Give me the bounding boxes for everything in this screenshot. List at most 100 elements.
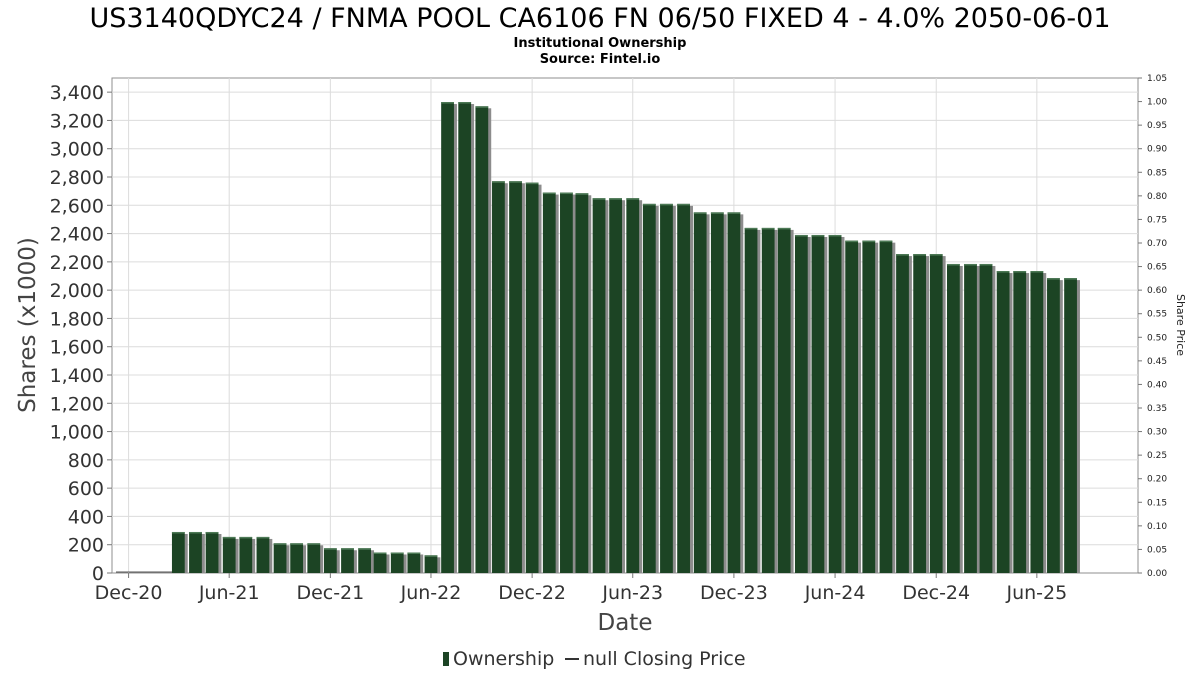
y-axis-label: Shares (x1000) [15,237,41,413]
ownership-bar [794,234,808,573]
y-axis-right: 0.00 0.05 0.10 0.15 0.20 0.25 0.30 0.35 0.40 0.45… [1138,74,1167,579]
y-tick-label: 1,000 [50,422,104,444]
y-tick-label: 2,800 [50,167,104,189]
ownership-bar [946,263,960,573]
ownership-bar [979,263,993,573]
bar-highlight [239,536,253,539]
bar-highlight [592,198,606,200]
x-tick-label: Jun-24 [804,582,866,604]
y2-tick-label: 0.65 [1147,263,1167,273]
y2-tick-label: 0.40 [1147,380,1167,390]
bar-highlight [441,102,454,104]
bar-highlight [390,552,404,554]
ownership-bar [845,240,859,573]
ownership-bar [323,548,337,573]
x-tick-label: Dec-23 [700,582,768,604]
y2-tick-label: 0.85 [1147,168,1167,178]
chart-subtitle: Institutional Ownership [514,36,687,51]
bar-highlight [693,212,707,214]
legend-item-ownership: Ownership [453,648,554,670]
y2-tick-label: 0.15 [1147,498,1167,508]
y2-tick-label: 0.60 [1147,286,1167,296]
ownership-bar [390,552,404,573]
bar-highlight [862,240,876,243]
ownership-bar [475,106,489,574]
x-tick-label: Jun-21 [198,582,260,604]
bar-highlight [525,182,539,185]
bar-highlight [542,192,556,195]
ownership-bar [677,203,690,573]
x-tick-label: Jun-25 [1005,582,1067,604]
y-tick-label: 2,400 [50,224,104,246]
ownership-bar [777,227,791,573]
y-tick-label: 1,600 [50,337,104,359]
y-tick-label: 1,400 [50,365,104,387]
legend: Ownership null Closing Price [443,648,746,670]
bar-highlight [575,193,589,195]
ownership-bars [116,102,1080,574]
legend-swatch-ownership [443,652,449,666]
ownership-bar [341,548,354,573]
y2-tick-label: 0.05 [1147,545,1167,555]
y2-tick-label: 0.45 [1147,357,1167,367]
y2-tick-label: 0.30 [1147,428,1167,438]
bar-highlight [458,102,472,104]
chart-title: US3140QDYC24 / FNMA POOL CA6106 FN 06/50… [89,3,1110,34]
bar-highlight [642,203,656,206]
y2-tick-label: 0.80 [1147,192,1167,202]
bar-highlight [407,552,421,554]
bar-highlight [492,181,505,183]
bar-highlight [626,198,640,200]
bar-highlight [373,552,387,554]
ownership-bar [727,212,741,573]
x-axis: Dec-20 Jun-21 Dec-21 Jun-22 Dec-22 Jun-23 Dec-… [95,573,1067,604]
ownership-bar [424,555,438,573]
bar-highlight [946,263,960,266]
y2-tick-label: 0.90 [1147,145,1167,155]
bar-highlight [828,234,842,237]
y2-tick-label: 0.55 [1147,310,1167,320]
y-tick-label: 0 [92,563,104,585]
ownership-bar [964,263,977,573]
bar-highlight [777,227,791,230]
y-tick-label: 1,200 [50,393,104,415]
ownership-bar [879,240,893,573]
ownership-bar [896,254,909,574]
y-axis-left: 0 200 400 600 800 1,000 1,200 1,400 1,600 1,800 2,… [50,82,112,585]
x-tick-label: Dec-24 [902,582,970,604]
bar-highlight [358,548,372,550]
y2-tick-label: 0.10 [1147,522,1167,532]
bar-highlight [424,555,438,557]
y-tick-label: 400 [68,506,104,528]
x-tick-label: Dec-22 [498,582,566,604]
ownership-bar [710,212,724,573]
ownership-bar [660,203,673,573]
ownership-bar [525,182,539,573]
bar-highlight [794,234,808,237]
bar-highlight [845,240,859,243]
bar-highlight [475,106,489,108]
bar-highlight [1047,278,1060,280]
y-tick-label: 2,000 [50,280,104,302]
bar-highlight [273,543,287,545]
ownership-bar [407,552,421,573]
x-tick-label: Dec-21 [296,582,364,604]
bar-highlight [189,531,202,534]
ownership-bar [744,227,758,573]
ownership-bar [811,234,825,573]
bar-highlight [710,212,724,214]
bar-highlight [677,203,690,206]
y2-tick-label: 0.35 [1147,404,1167,414]
bar-highlight [1064,278,1077,280]
ownership-bar [828,234,842,573]
ownership-bar [996,271,1010,573]
x-axis-label: Date [598,610,653,636]
bar-highlight [509,181,522,183]
ownership-bar [693,212,707,573]
y2-tick-label: 0.50 [1147,333,1167,343]
x-tick-label: Jun-23 [601,582,663,604]
y-tick-label: 800 [68,450,104,472]
y2-tick-label: 0.70 [1147,239,1167,249]
bar-highlight [323,548,337,550]
bar-highlight [964,263,977,266]
